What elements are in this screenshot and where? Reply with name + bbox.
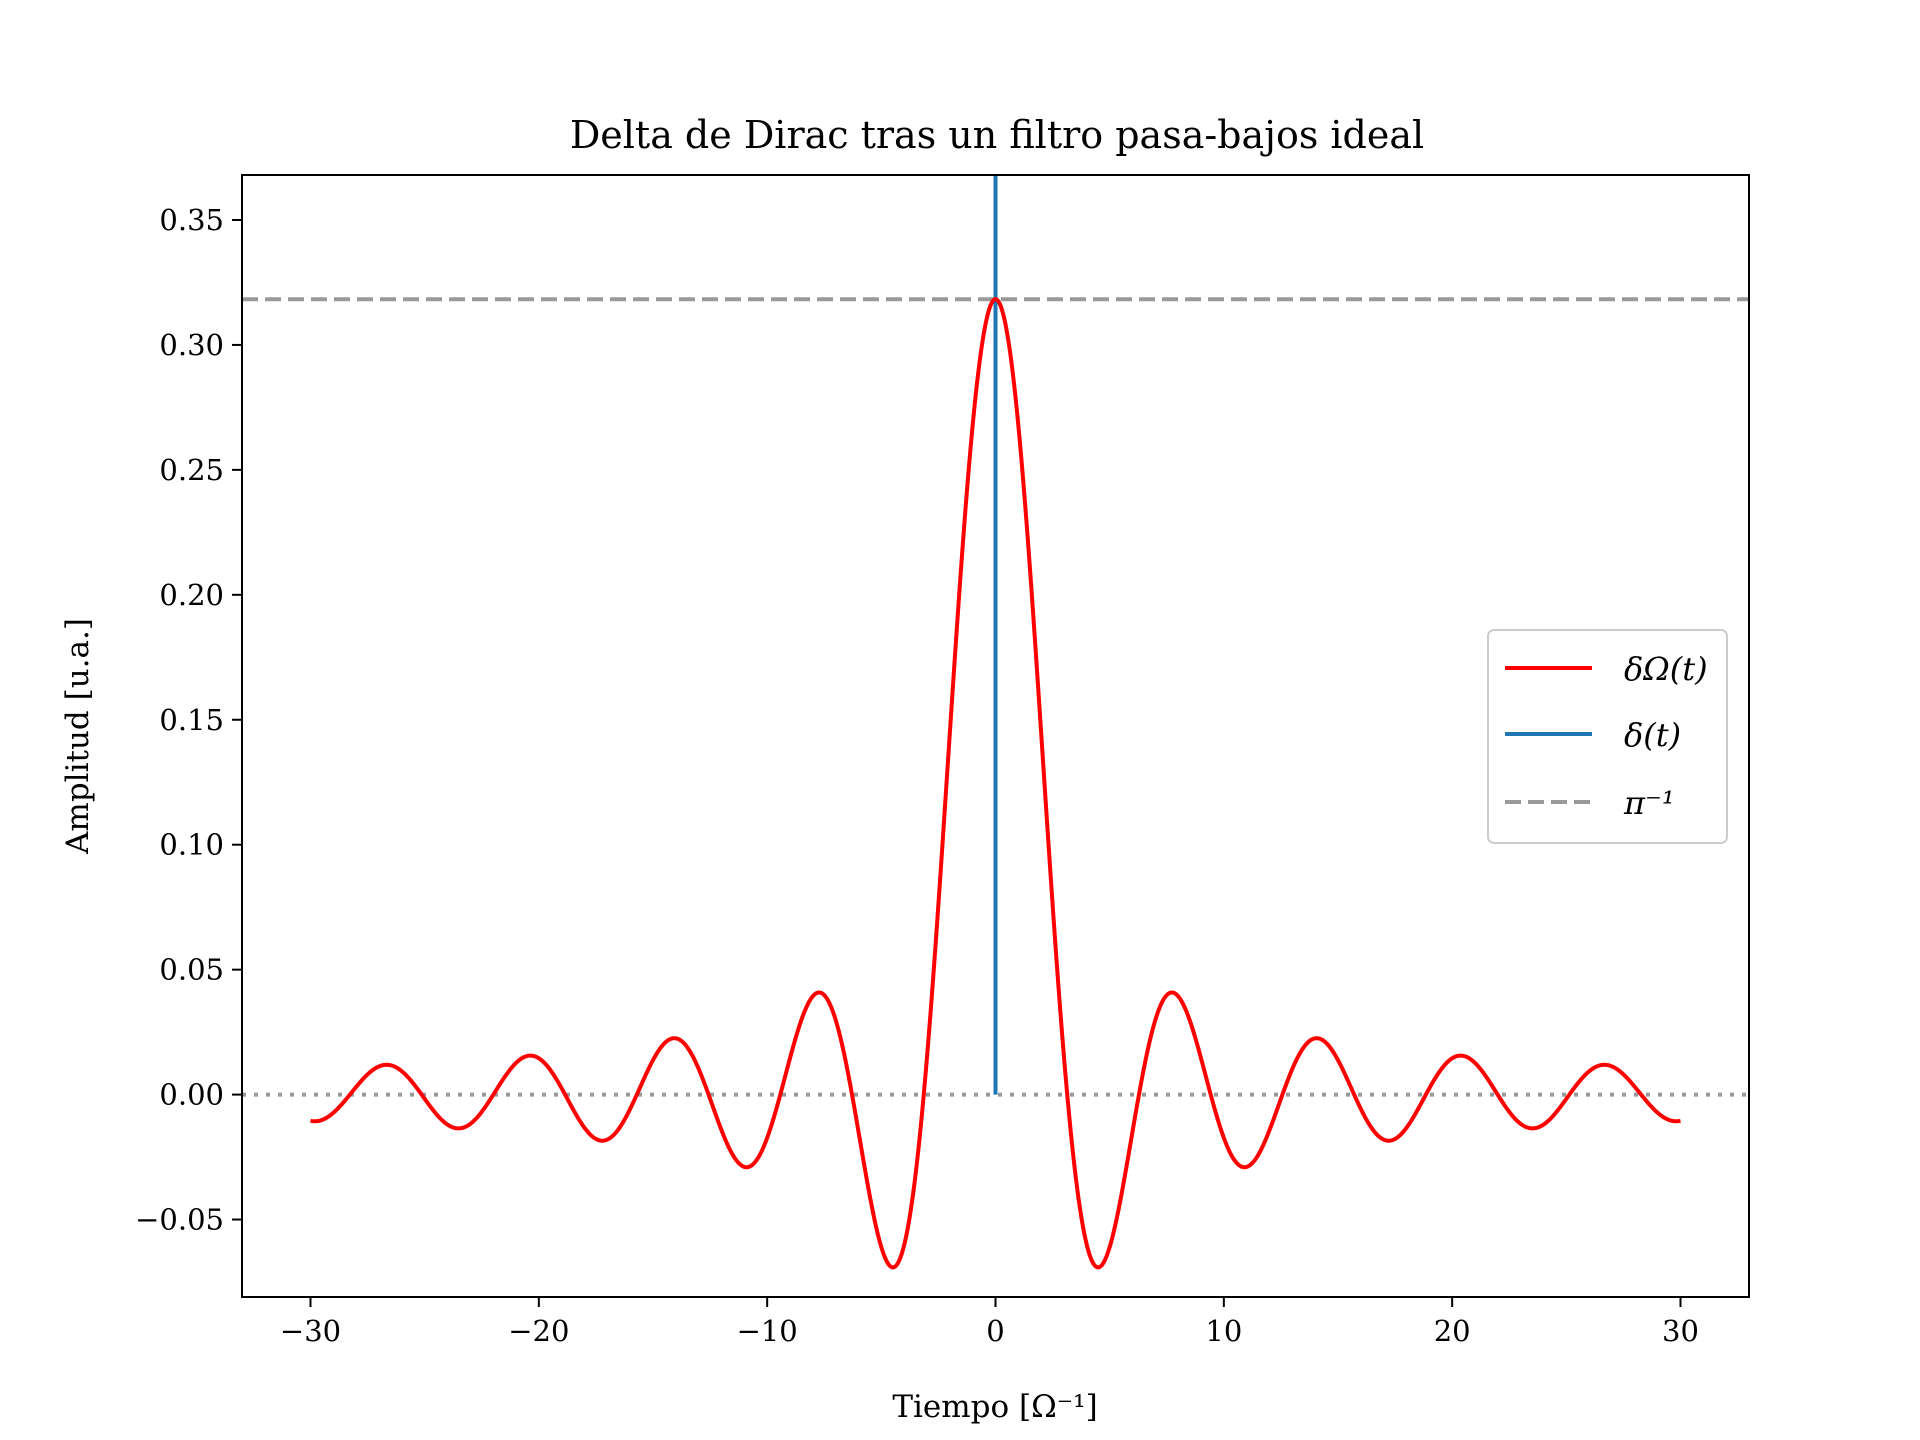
y-tick-label: −0.05 — [135, 1203, 224, 1237]
x-tick-label: −20 — [508, 1314, 569, 1348]
y-tick-label: 0.20 — [159, 578, 224, 612]
y-tick-label: 0.35 — [159, 203, 224, 237]
legend-frame — [1487, 629, 1728, 844]
x-tick-label: −30 — [280, 1314, 341, 1348]
y-tick-label: 0.10 — [159, 828, 224, 862]
chart-title: Delta de Dirac tras un filtro pasa-bajos… — [570, 113, 1424, 157]
x-axis: −30 −20 −10 0 10 20 30 — [280, 1297, 1699, 1348]
y-tick-label: 0.15 — [159, 703, 224, 737]
legend-entry-pi-inverse: π⁻¹ — [1623, 784, 1675, 822]
x-tick-label: 30 — [1662, 1314, 1699, 1348]
plot-lines — [242, 175, 1749, 1270]
legend-entry-delta: δ(t) — [1624, 716, 1681, 754]
x-tick-label: 0 — [986, 1314, 1004, 1348]
series-delta-omega-line — [309, 297, 1682, 1270]
legend-entry-delta-omega: δΩ(t) — [1624, 650, 1708, 688]
y-tick-label: 0.00 — [159, 1078, 224, 1112]
x-axis-label: Tiempo [Ω⁻¹] — [892, 1389, 1097, 1425]
x-tick-label: −10 — [737, 1314, 798, 1348]
x-tick-label: 20 — [1434, 1314, 1471, 1348]
y-tick-label: 0.25 — [159, 453, 224, 487]
y-axis-label: Amplitud [u.a.] — [60, 618, 96, 855]
x-tick-label: 10 — [1205, 1314, 1242, 1348]
y-tick-label: 0.05 — [159, 953, 224, 987]
legend: δΩ(t) δ(t) π⁻¹ — [1487, 629, 1728, 844]
y-axis: −0.05 0.00 0.05 0.10 0.15 0.20 0.25 0.30 0.35 — [135, 203, 242, 1237]
y-tick-label: 0.30 — [159, 328, 224, 362]
